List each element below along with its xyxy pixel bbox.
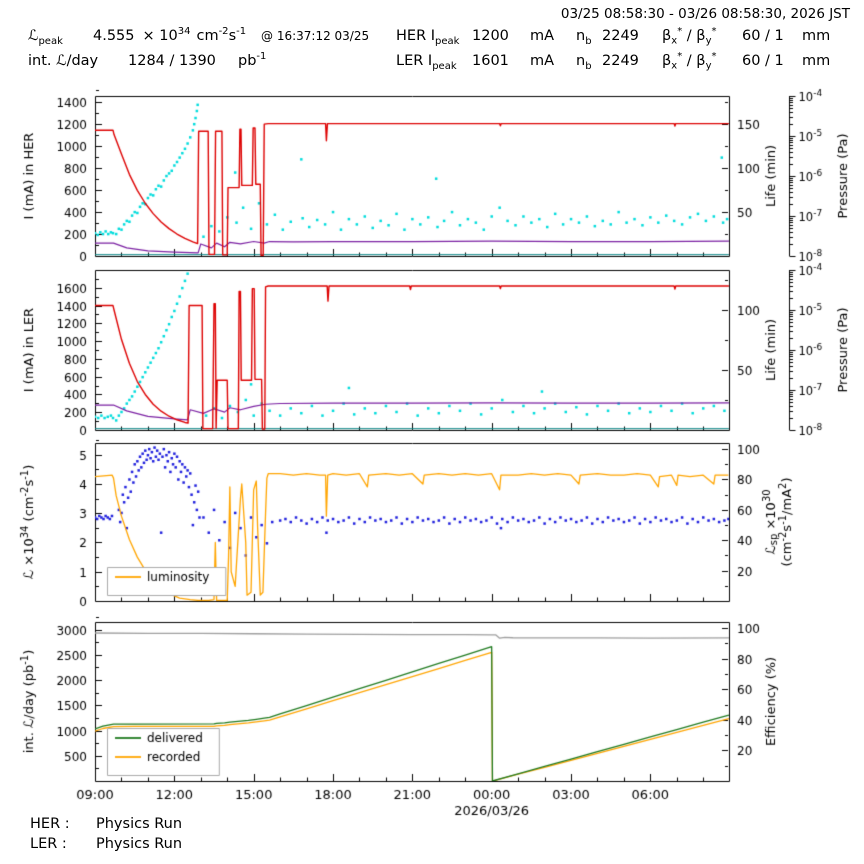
peak-lumi-exponent: 34 [177, 26, 191, 37]
her-peak-row: HER Ipeak 1200 mA nb 2249 βx* / βy* 60 /… [396, 26, 830, 47]
ler-peak-sub: peak [432, 60, 457, 72]
times-ten: × 10 [142, 27, 178, 44]
her-status-row: HER : Physics Run [30, 816, 182, 832]
nb-symbol: nb [576, 53, 602, 72]
ler-peak-row: LER Ipeak 1601 mA nb 2249 βx* / βy* 60 /… [396, 51, 830, 72]
beta-unit: mm [802, 52, 831, 69]
unit-cm: cm [196, 27, 219, 44]
beta-x-symbol: β [662, 52, 672, 69]
her-beta-value: 60 / 1 [742, 27, 784, 44]
beta-slash: / [682, 52, 697, 69]
her-status-value: Physics Run [96, 816, 183, 832]
unit-s-exp: -1 [236, 26, 247, 37]
ler-ipeak-label: LER Ipeak [396, 53, 472, 72]
beta-x-star: * [677, 51, 683, 62]
int-label-prefix: int. [28, 52, 52, 69]
beta-slash: / [682, 27, 697, 44]
her-ipeak-label: HER Ipeak [396, 28, 472, 47]
beta-x-star: * [677, 26, 683, 37]
beta-label: βx* / βy* [662, 26, 742, 47]
date-range: 03/25 08:58:30 - 03/26 08:58:30, 2026 JS… [560, 6, 850, 22]
unit-s: s [228, 27, 237, 44]
peak-lumi-value: 4.555 × 1034 cm-2s-1 [93, 26, 251, 44]
nb-n: n [576, 27, 586, 44]
ler-nb-value: 2249 [602, 52, 639, 69]
beta-y-sub: y [705, 60, 712, 72]
nb-sub: b [585, 60, 592, 72]
beta-y-star: * [711, 26, 717, 37]
ler-ipeak-value: 1601 [472, 52, 509, 69]
ler-label: LER I [396, 52, 433, 69]
script-l-symbol: ℒ [56, 52, 67, 69]
beta-unit: mm [802, 27, 831, 44]
nb-symbol: nb [576, 28, 602, 47]
int-lumi-value: 1284 / 1390 [128, 52, 216, 69]
beta-y-sub: y [705, 35, 712, 47]
int-lumi-label: int. ℒ/day [28, 53, 128, 69]
her-peak-sub: peak [435, 35, 460, 47]
her-nb-value: 2249 [602, 27, 639, 44]
beta-y-star: * [711, 51, 717, 62]
peak-timestamp: @ 16:37:12 03/25 [261, 28, 370, 43]
nb-n: n [576, 52, 586, 69]
unit-pb: pb [238, 52, 257, 69]
ler-ipeak-unit: mA [530, 52, 555, 69]
beta-x-sub: x [671, 35, 678, 47]
integrated-luminosity-row: int. ℒ/day 1284 / 1390 pb-1 [28, 51, 266, 69]
ler-status-label: LER : [30, 836, 67, 852]
beta-label: βx* / βy* [662, 51, 742, 72]
her-ipeak-unit: mA [530, 27, 555, 44]
int-label-suffix: /day [66, 52, 99, 69]
beta-x-symbol: β [662, 27, 672, 44]
beta-x-sub: x [671, 60, 678, 72]
her-status-label: HER : [30, 816, 70, 832]
her-label: HER I [396, 27, 436, 44]
ler-status-row: LER : Physics Run [30, 836, 182, 852]
beta-y-symbol: β [696, 27, 706, 44]
peak-subscript: peak [38, 35, 63, 47]
script-l-symbol: ℒ [28, 27, 39, 44]
unit-cm-exp: -2 [218, 26, 229, 37]
her-ipeak-value: 1200 [472, 27, 509, 44]
unit-pb-exp: -1 [256, 51, 267, 62]
ler-status-value: Physics Run [96, 836, 183, 852]
peak-lumi-mantissa: 4.555 [93, 27, 135, 44]
nb-sub: b [585, 35, 592, 47]
beta-y-symbol: β [696, 52, 706, 69]
ler-beta-value: 60 / 1 [742, 52, 784, 69]
int-lumi-unit: pb-1 [238, 51, 266, 69]
peak-luminosity-row: ℒpeak 4.555 × 1034 cm-2s-1 @ 16:37:12 03/2… [28, 26, 369, 47]
